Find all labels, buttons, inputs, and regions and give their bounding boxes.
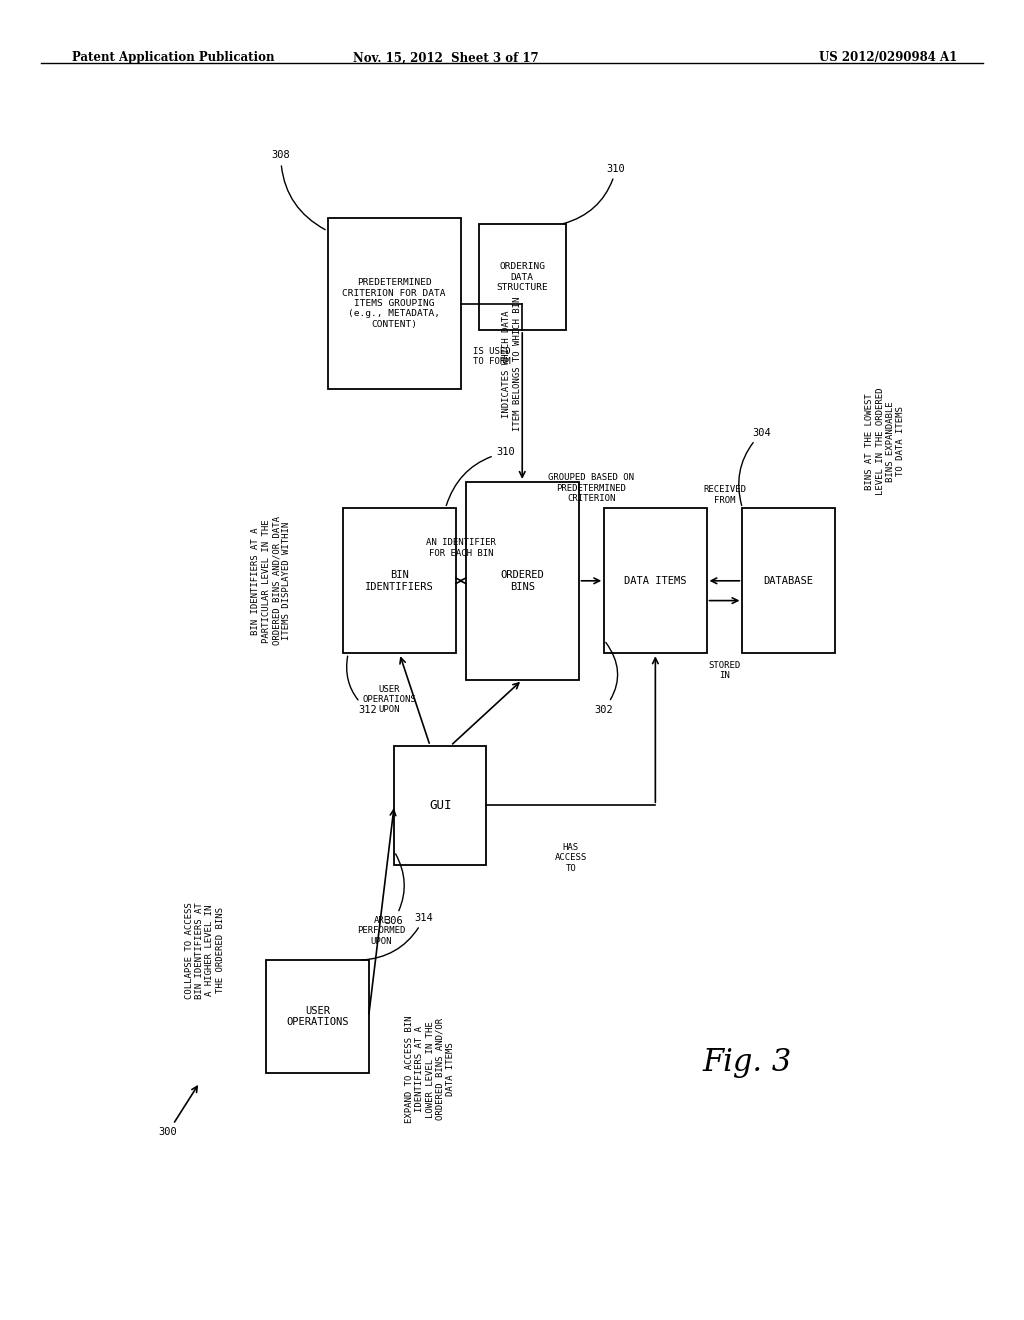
- Text: GROUPED BASED ON
PREDETERMINED
CRITERION: GROUPED BASED ON PREDETERMINED CRITERION: [549, 474, 634, 503]
- Text: IS USED
TO FORM: IS USED TO FORM: [473, 347, 510, 366]
- Text: 304: 304: [738, 428, 771, 506]
- Text: STORED
IN: STORED IN: [709, 661, 740, 680]
- Text: 312: 312: [347, 656, 377, 715]
- Text: INDICATES WHICH DATA
ITEM BELONGS TO WHICH BIN: INDICATES WHICH DATA ITEM BELONGS TO WHI…: [503, 297, 521, 432]
- Text: ARE
PERFORMED
UPON: ARE PERFORMED UPON: [357, 916, 406, 945]
- Text: EXPAND TO ACCESS BIN
IDENTIFIERS AT A
LOWER LEVEL IN THE
ORDERED BINS AND/OR
DAT: EXPAND TO ACCESS BIN IDENTIFIERS AT A LO…: [404, 1015, 456, 1123]
- Text: ORDERED
BINS: ORDERED BINS: [501, 570, 544, 591]
- Text: USER
OPERATIONS
UPON: USER OPERATIONS UPON: [362, 685, 416, 714]
- Text: 308: 308: [271, 150, 326, 230]
- Text: 302: 302: [594, 643, 617, 715]
- Text: 306: 306: [384, 854, 404, 927]
- Text: 310: 310: [563, 164, 626, 223]
- Bar: [604, 508, 707, 653]
- Text: HAS
ACCESS
TO: HAS ACCESS TO: [555, 843, 587, 873]
- Bar: [328, 218, 461, 389]
- Text: BIN
IDENTIFIERS: BIN IDENTIFIERS: [365, 570, 434, 591]
- Text: Fig. 3: Fig. 3: [702, 1047, 793, 1078]
- Text: AN IDENTIFIER
FOR EACH BIN: AN IDENTIFIER FOR EACH BIN: [426, 539, 496, 557]
- Text: ORDERING
DATA
STRUCTURE: ORDERING DATA STRUCTURE: [497, 263, 548, 292]
- Text: GUI: GUI: [429, 799, 452, 812]
- Text: BIN IDENTIFIERS AT A
PARTICULAR LEVEL IN THE
ORDERED BINS AND/OR DATA
ITEMS DISP: BIN IDENTIFIERS AT A PARTICULAR LEVEL IN…: [251, 516, 292, 645]
- Text: BINS AT THE LOWEST
LEVEL IN THE ORDERED
BINS EXPANDABLE
TO DATA ITEMS: BINS AT THE LOWEST LEVEL IN THE ORDERED …: [865, 388, 905, 495]
- Bar: [394, 746, 486, 865]
- Bar: [343, 508, 456, 653]
- Text: 300: 300: [159, 1086, 198, 1138]
- Text: US 2012/0290984 A1: US 2012/0290984 A1: [819, 51, 957, 65]
- Text: DATABASE: DATABASE: [764, 576, 813, 586]
- Text: USER
OPERATIONS: USER OPERATIONS: [286, 1006, 349, 1027]
- Text: 310: 310: [446, 447, 515, 506]
- Bar: [466, 482, 579, 680]
- Text: COLLAPSE TO ACCESS
BIN IDENTIFIERS AT
A HIGHER LEVEL IN
THE ORDERED BINS: COLLAPSE TO ACCESS BIN IDENTIFIERS AT A …: [184, 902, 225, 999]
- Text: RECEIVED
FROM: RECEIVED FROM: [703, 486, 745, 504]
- Text: PREDETERMINED
CRITERION FOR DATA
ITEMS GROUPING
(e.g., METADATA,
CONTENT): PREDETERMINED CRITERION FOR DATA ITEMS G…: [342, 279, 446, 329]
- Text: DATA ITEMS: DATA ITEMS: [624, 576, 687, 586]
- Bar: [266, 961, 369, 1072]
- Text: Patent Application Publication: Patent Application Publication: [72, 51, 274, 65]
- Text: 314: 314: [361, 912, 433, 960]
- Bar: [742, 508, 835, 653]
- Text: Nov. 15, 2012  Sheet 3 of 17: Nov. 15, 2012 Sheet 3 of 17: [352, 51, 539, 65]
- Bar: [479, 224, 565, 330]
